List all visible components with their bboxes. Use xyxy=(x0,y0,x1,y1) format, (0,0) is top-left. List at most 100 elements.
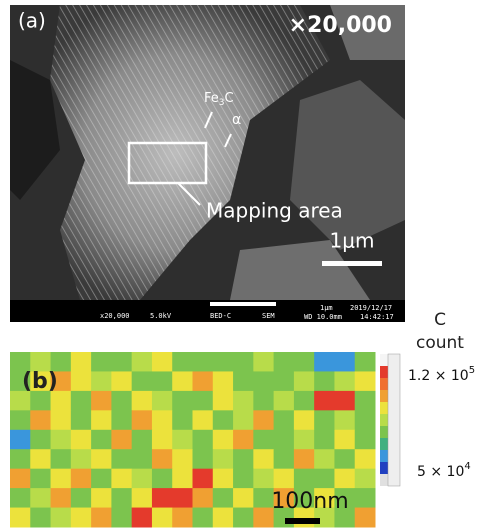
cell xyxy=(334,391,355,411)
cell xyxy=(111,508,132,528)
cell xyxy=(172,391,193,411)
text: 4 xyxy=(464,461,470,472)
text: 5 xyxy=(469,365,475,376)
cell xyxy=(274,449,295,469)
cell xyxy=(380,438,388,450)
text: 1.2 × 10 xyxy=(408,368,469,384)
cell xyxy=(274,469,295,489)
cell xyxy=(213,371,234,391)
cell xyxy=(380,426,388,438)
cell xyxy=(253,469,274,489)
cell xyxy=(355,410,376,430)
cell xyxy=(233,508,254,528)
cell xyxy=(91,469,112,489)
cell xyxy=(314,430,335,450)
cell xyxy=(193,488,214,508)
cell xyxy=(213,430,234,450)
cell xyxy=(71,352,92,372)
cell xyxy=(172,449,193,469)
cell xyxy=(213,391,234,411)
cell xyxy=(152,352,173,372)
cell xyxy=(172,508,193,528)
cell xyxy=(334,410,355,430)
cell xyxy=(71,410,92,430)
cell xyxy=(193,508,214,528)
cell xyxy=(294,469,315,489)
cell xyxy=(274,391,295,411)
cell xyxy=(91,352,112,372)
footer-text: 2019/12/17 xyxy=(350,304,392,312)
cell xyxy=(294,371,315,391)
cell xyxy=(111,469,132,489)
cell xyxy=(314,410,335,430)
cell xyxy=(91,391,112,411)
cell xyxy=(91,430,112,450)
cell xyxy=(274,352,295,372)
cell xyxy=(380,402,388,414)
footer-text: 14:42:17 xyxy=(360,313,394,321)
cell xyxy=(314,449,335,469)
cell xyxy=(253,410,274,430)
cell xyxy=(152,371,173,391)
cell xyxy=(152,488,173,508)
magnification: ×20,000 xyxy=(289,13,392,38)
cell xyxy=(71,469,92,489)
legend-high: 1.2 × 105 xyxy=(408,365,475,384)
scale-label: 1μm xyxy=(330,229,375,253)
cell xyxy=(172,352,193,372)
cell xyxy=(193,352,214,372)
cell xyxy=(152,430,173,450)
cell xyxy=(213,352,234,372)
cell xyxy=(253,352,274,372)
cell xyxy=(193,371,214,391)
cell xyxy=(314,371,335,391)
cell xyxy=(233,430,254,450)
cell xyxy=(294,391,315,411)
cell xyxy=(30,449,51,469)
cell xyxy=(111,430,132,450)
panel-label: (b) xyxy=(22,369,58,394)
legend-title: C xyxy=(434,310,446,330)
footer-text: x20,000 xyxy=(100,312,130,320)
cell xyxy=(274,371,295,391)
cell xyxy=(380,378,388,390)
cell xyxy=(233,488,254,508)
footer-text: 1μm xyxy=(320,304,333,312)
cell xyxy=(10,488,31,508)
cell xyxy=(152,410,173,430)
cell xyxy=(355,469,376,489)
panel-label: (a) xyxy=(18,9,46,33)
cell xyxy=(193,430,214,450)
cell xyxy=(380,390,388,402)
cell xyxy=(193,469,214,489)
cell xyxy=(172,371,193,391)
cell xyxy=(294,449,315,469)
cell xyxy=(233,410,254,430)
cell xyxy=(253,371,274,391)
cell xyxy=(111,371,132,391)
cell xyxy=(51,508,72,528)
cell xyxy=(91,488,112,508)
cell xyxy=(152,508,173,528)
cell xyxy=(380,354,388,366)
color-scale xyxy=(380,354,400,486)
cell xyxy=(193,410,214,430)
cell xyxy=(294,410,315,430)
cell xyxy=(132,508,153,528)
cell xyxy=(132,488,153,508)
cell xyxy=(10,449,31,469)
cell xyxy=(355,449,376,469)
cell xyxy=(334,352,355,372)
cell xyxy=(71,371,92,391)
cell xyxy=(334,469,355,489)
cell xyxy=(91,449,112,469)
cell xyxy=(274,410,295,430)
cell xyxy=(30,469,51,489)
cell xyxy=(152,449,173,469)
cell xyxy=(233,371,254,391)
cell xyxy=(132,449,153,469)
cell xyxy=(30,410,51,430)
cell xyxy=(253,449,274,469)
cell xyxy=(111,488,132,508)
cell xyxy=(172,430,193,450)
